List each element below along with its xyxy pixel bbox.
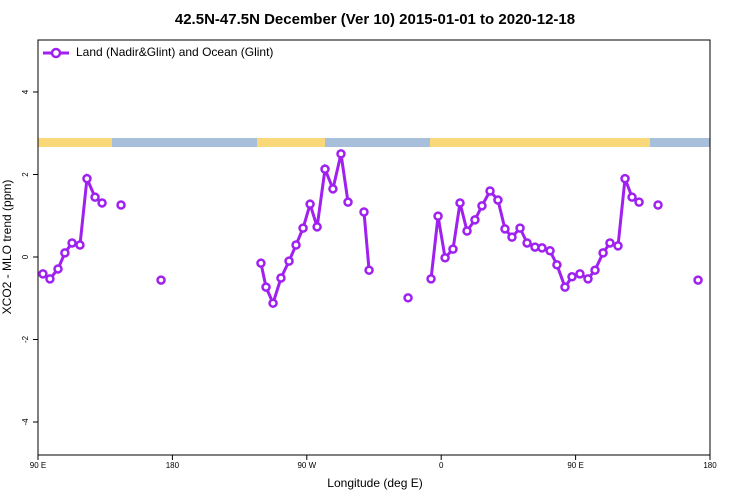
- x-tick-label: 90 E: [567, 461, 583, 470]
- data-point: [627, 192, 637, 202]
- data-point: [156, 275, 166, 285]
- data-point: [500, 224, 510, 234]
- x-tick-label: 0: [439, 461, 444, 470]
- data-point: [575, 269, 585, 279]
- y-tick-label: 4: [21, 89, 30, 94]
- chart-title: 42.5N-47.5N December (Ver 10) 2015-01-01…: [175, 11, 575, 28]
- data-point: [590, 265, 600, 275]
- data-point: [45, 274, 55, 284]
- data-point: [493, 195, 503, 205]
- data-point: [440, 253, 450, 263]
- x-tick-label: 180: [166, 461, 180, 470]
- data-point: [276, 273, 286, 283]
- data-point: [567, 272, 577, 282]
- plot-frame: [37, 39, 711, 456]
- x-tick-label: 90 W: [297, 461, 316, 470]
- data-point: [298, 223, 308, 233]
- data-point: [598, 248, 608, 258]
- data-point: [455, 198, 465, 208]
- data-point: [403, 293, 413, 303]
- data-point: [693, 275, 703, 285]
- legend-label: Land (Nadir&Glint) and Ocean (Glint): [76, 45, 273, 59]
- data-point: [364, 265, 374, 275]
- y-tick-label: -4: [21, 418, 30, 426]
- data-point: [284, 256, 294, 266]
- data-point: [485, 186, 495, 196]
- data-point: [343, 197, 353, 207]
- data-point: [560, 282, 570, 292]
- data-point: [522, 238, 532, 248]
- data-point: [328, 184, 338, 194]
- data-point: [583, 274, 593, 284]
- data-point: [537, 243, 547, 253]
- data-point: [336, 149, 346, 159]
- data-point: [256, 258, 266, 268]
- data-point: [653, 200, 663, 210]
- data-point: [312, 222, 322, 232]
- data-point: [116, 200, 126, 210]
- data-point: [90, 192, 100, 202]
- data-point: [433, 211, 443, 221]
- data-point: [462, 226, 472, 236]
- y-tick-label: -2: [21, 335, 30, 343]
- data-point: [359, 207, 369, 217]
- legend: Land (Nadir&Glint) and Ocean (Glint): [43, 45, 273, 59]
- data-point: [60, 248, 70, 258]
- data-point: [620, 173, 630, 184]
- x-tick-label: 90 E: [30, 461, 46, 470]
- y-axis-label: XCO2 - MLO trend (ppm): [0, 180, 14, 315]
- data-point: [291, 240, 301, 250]
- y-tick-label: 2: [21, 172, 30, 177]
- data-point: [545, 246, 555, 256]
- surface-strip: [38, 138, 710, 147]
- data-point: [507, 232, 517, 242]
- data-point: [552, 260, 562, 270]
- data-point: [477, 201, 487, 211]
- data-point: [605, 238, 615, 248]
- data-point: [53, 264, 63, 274]
- data-point: [426, 274, 436, 284]
- data-point: [305, 199, 315, 209]
- data-point: [634, 197, 644, 207]
- data-point: [67, 238, 77, 248]
- series-line: [43, 154, 698, 303]
- data-point: [470, 215, 480, 225]
- data-point: [97, 198, 107, 208]
- data-point: [320, 164, 330, 174]
- x-axis-label: Longitude (deg E): [327, 476, 422, 490]
- data-point: [38, 269, 48, 279]
- y-tick-label: 0: [21, 254, 30, 259]
- data-point: [261, 282, 271, 292]
- data-point: [515, 223, 525, 233]
- data-point: [448, 244, 458, 254]
- x-tick-label: 180: [703, 461, 717, 470]
- data-point: [268, 298, 278, 308]
- data-point: [613, 241, 623, 251]
- legend-marker: [50, 47, 62, 59]
- data-point: [82, 173, 92, 184]
- data-point: [75, 240, 85, 250]
